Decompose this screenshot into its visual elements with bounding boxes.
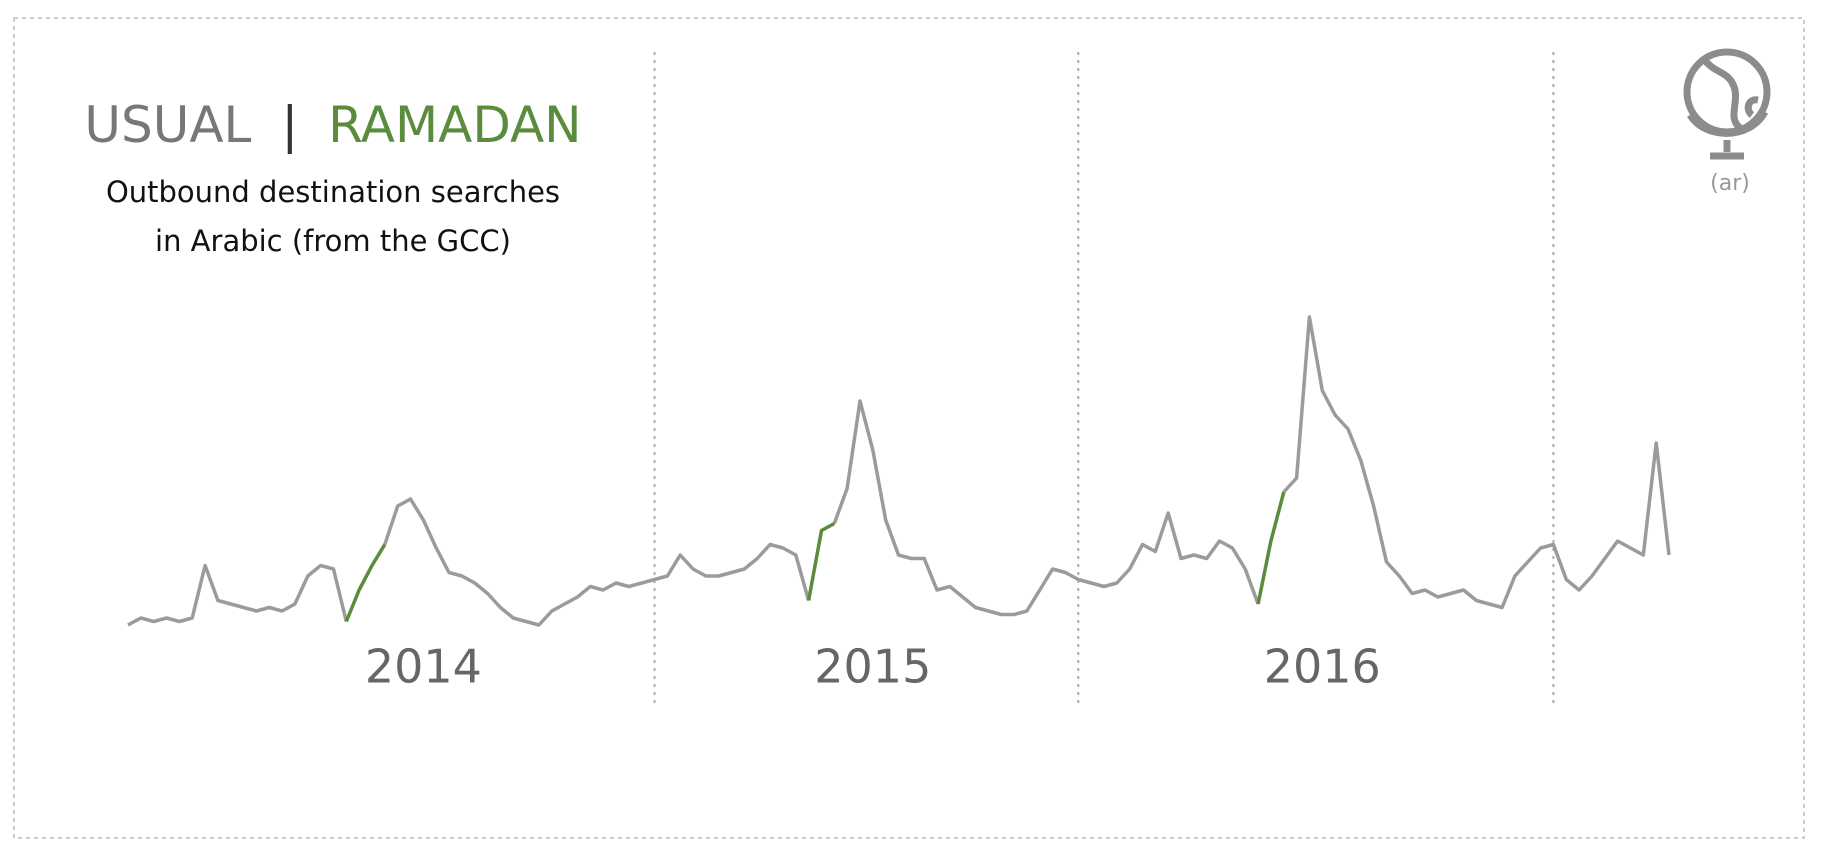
frame [13,17,1805,839]
line-series [127,315,1671,627]
x-tick-label: 2016 [1264,640,1381,694]
x-tick-label: 2014 [365,640,482,694]
legend-separator: | [281,96,298,154]
x-tick-label: 2015 [814,640,931,694]
legend-usual: USUAL [84,96,251,154]
line-series [344,491,1286,623]
subtitle: in Arabic (from the GCC) [155,224,511,258]
globe-icon [1683,48,1771,160]
legend-ramadan: RAMADAN [328,96,582,154]
language-label: (ar) [1710,171,1750,196]
legend: USUAL | RAMADAN [84,96,581,154]
subtitle: Outbound destination searches [106,175,560,209]
